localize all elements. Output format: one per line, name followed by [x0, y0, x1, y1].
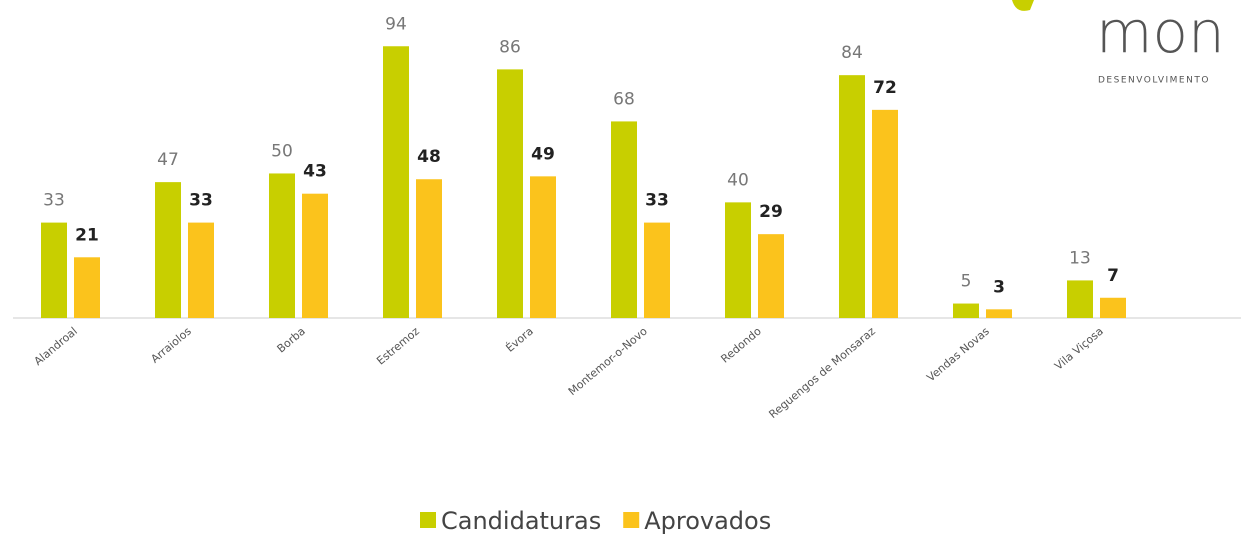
legend-label: Aprovados — [644, 507, 771, 535]
bar — [725, 202, 751, 318]
logo-name: mon — [1096, 0, 1225, 66]
x-tick-label: Alandroal — [32, 325, 80, 368]
bar — [383, 46, 409, 318]
bar — [269, 173, 295, 318]
legend-label: Candidaturas — [441, 507, 601, 535]
x-tick-label: Borba — [275, 325, 308, 356]
x-tick-label: Reguengos de Monsaraz — [766, 324, 878, 421]
x-tick-label: Arraiolos — [148, 324, 194, 365]
value-label: 84 — [841, 43, 863, 63]
value-label: 29 — [759, 202, 783, 222]
x-tick-label: Redondo — [718, 324, 764, 365]
x-tick-label: Estremoz — [374, 324, 422, 367]
bar — [986, 309, 1012, 318]
value-label: 5 — [961, 272, 972, 292]
value-label: 48 — [417, 147, 441, 167]
bar — [839, 75, 865, 318]
bar — [611, 121, 637, 318]
bar — [302, 193, 328, 318]
bar — [872, 109, 898, 318]
bar — [74, 257, 100, 318]
value-label: 47 — [157, 150, 179, 170]
value-label: 43 — [303, 162, 327, 182]
value-label: 40 — [727, 170, 749, 190]
value-label: 7 — [1107, 266, 1119, 286]
bar — [1100, 297, 1126, 318]
bar — [953, 303, 979, 318]
value-label: 49 — [531, 144, 555, 164]
value-label: 21 — [75, 225, 99, 245]
value-label: 94 — [385, 14, 407, 34]
value-label: 13 — [1069, 248, 1091, 268]
value-label: 33 — [645, 191, 669, 211]
logo-tagline: DESENVOLVIMENTO — [1098, 76, 1210, 86]
value-label: 33 — [43, 191, 65, 211]
bar — [41, 222, 67, 318]
legend-swatch — [623, 512, 640, 528]
bar — [530, 176, 556, 318]
logo-mark — [1012, 0, 1034, 11]
value-label: 72 — [873, 78, 897, 98]
x-tick-label: Vila Viçosa — [1052, 325, 1106, 373]
x-tick-label: Montemor-o-Novo — [566, 324, 650, 398]
bar — [155, 182, 181, 318]
bar — [416, 179, 442, 318]
bar — [644, 222, 670, 318]
value-label: 86 — [499, 37, 521, 57]
bar — [758, 234, 784, 318]
x-tick-label: Vendas Novas — [924, 324, 992, 384]
value-label: 33 — [189, 191, 213, 211]
value-label: 50 — [271, 141, 293, 161]
bar — [497, 69, 523, 318]
value-label: 3 — [993, 277, 1005, 297]
legend-swatch — [420, 512, 436, 528]
value-label: 68 — [613, 89, 635, 109]
bar — [188, 222, 214, 318]
x-tick-label: Évora — [503, 325, 535, 355]
bar — [1067, 280, 1093, 318]
